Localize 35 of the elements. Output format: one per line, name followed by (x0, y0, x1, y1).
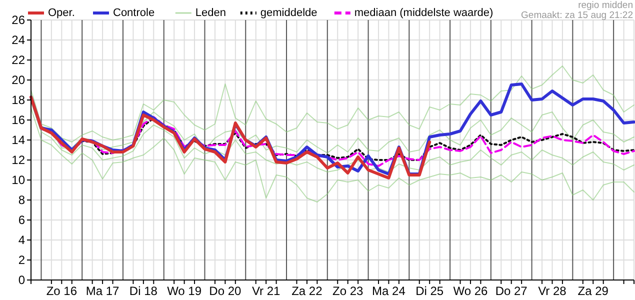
x-tick-label: Za 22 (292, 284, 323, 298)
x-tick-label: Wo 19 (167, 284, 202, 298)
legend-label: Controle (113, 7, 155, 19)
y-tick-label: 8 (18, 193, 26, 207)
y-tick-label: 10 (12, 173, 26, 187)
legend-label: Oper. (48, 7, 75, 19)
y-tick-label: 14 (12, 133, 26, 147)
annotation: Gemaakt: za 15 aug 21:22 (521, 10, 633, 21)
y-tick-label: 12 (12, 153, 26, 167)
legend-label: Leden (195, 7, 226, 19)
x-tick-label: Wo 26 (453, 284, 488, 298)
y-tick-label: 4 (18, 233, 26, 247)
x-tick-label: Di 18 (129, 284, 158, 298)
y-tick-label: 6 (18, 213, 26, 227)
y-tick-label: 26 (12, 13, 26, 27)
x-tick-label: Do 27 (495, 284, 528, 298)
legend-label: gemiddelde (260, 7, 318, 19)
y-tick-label: 22 (12, 53, 26, 67)
x-tick-label: Ma 24 (372, 284, 406, 298)
x-tick-label: Vr 28 (538, 284, 567, 298)
y-tick-label: 20 (12, 73, 26, 87)
x-tick-label: Do 20 (209, 284, 242, 298)
x-tick-label: Ma 17 (86, 284, 120, 298)
y-tick-label: 2 (18, 253, 26, 267)
y-tick-label: 24 (12, 33, 26, 47)
y-tick-label: 16 (12, 113, 26, 127)
text: regio midden (578, 0, 633, 11)
x-tick-label: Vr 21 (252, 284, 281, 298)
y-tick-label: 0 (18, 273, 26, 287)
x-tick-label: Zo 16 (46, 284, 78, 298)
x-tick-label: Zo 23 (332, 284, 364, 298)
y-tick-label: 18 (12, 93, 26, 107)
x-tick-label: Za 29 (578, 284, 609, 298)
legend-label: mediaan (middelste waarde) (354, 7, 494, 19)
x-tick-label: Di 25 (416, 284, 444, 298)
